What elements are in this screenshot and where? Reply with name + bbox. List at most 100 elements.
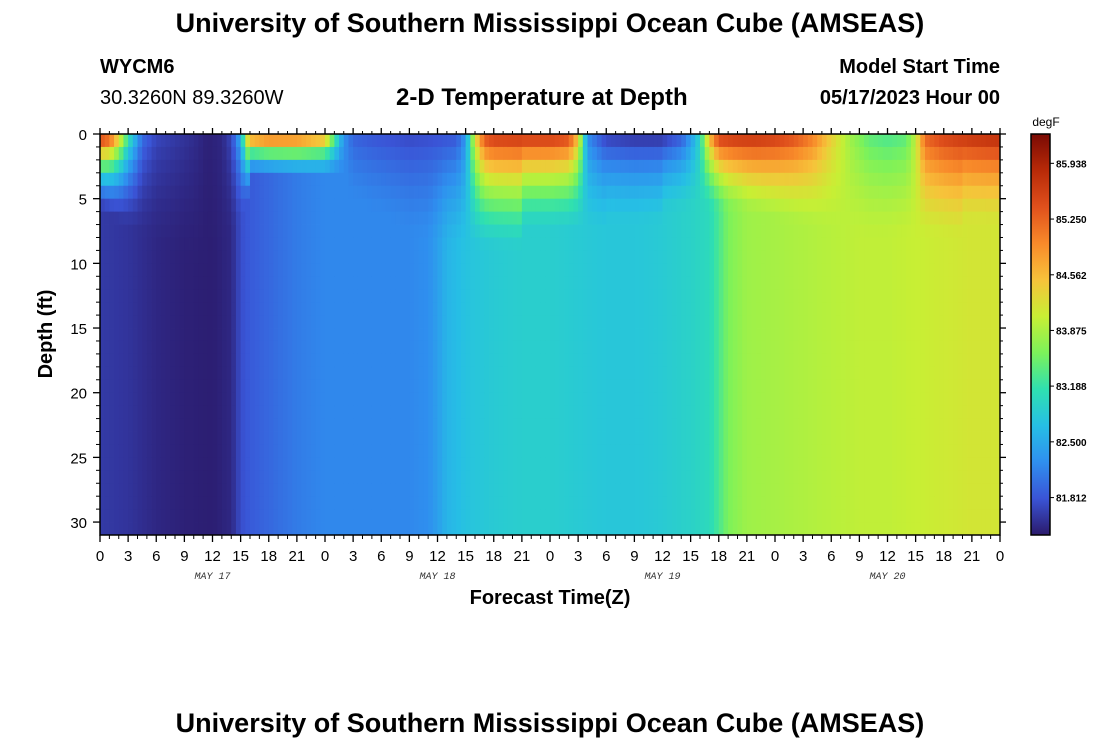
heatmap-cell <box>198 134 204 148</box>
heatmap-cell <box>235 457 242 471</box>
heatmap-cell <box>498 172 504 187</box>
heatmap-cell <box>826 340 832 355</box>
heatmap-cell <box>465 289 471 303</box>
heatmap-cell <box>217 379 223 394</box>
heatmap-cell <box>526 328 532 342</box>
heatmap-cell <box>259 470 265 484</box>
heatmap-cell <box>760 522 767 535</box>
heatmap-cell <box>760 405 767 419</box>
heatmap-cell <box>704 418 710 432</box>
heatmap-cell <box>653 250 659 264</box>
heatmap-cell <box>554 159 560 174</box>
heatmap-cell <box>714 211 720 225</box>
heatmap-cell <box>535 185 542 200</box>
heatmap-cell <box>620 263 626 277</box>
heatmap-cell <box>254 405 260 419</box>
heatmap-cell <box>268 353 274 368</box>
heatmap-cell <box>798 211 804 225</box>
heatmap-cell <box>840 198 846 213</box>
heatmap-cell <box>184 392 190 407</box>
heatmap-cell <box>212 289 218 303</box>
heatmap-cell <box>278 509 284 523</box>
heatmap-cell <box>329 353 335 368</box>
heatmap-cell <box>653 146 659 161</box>
heatmap-cell <box>573 366 579 381</box>
heatmap-cell <box>231 483 237 497</box>
heatmap-cell <box>306 496 312 510</box>
heatmap-cell <box>385 172 392 187</box>
heatmap-cell <box>123 509 129 523</box>
heatmap-cell <box>798 237 804 251</box>
heatmap-cell <box>470 509 476 523</box>
heatmap-cell <box>667 198 673 213</box>
heatmap-cell <box>423 379 429 394</box>
heatmap-cell <box>428 276 434 290</box>
heatmap-cell <box>728 276 734 290</box>
heatmap-cell <box>671 302 677 316</box>
heatmap-cell <box>273 431 279 445</box>
heatmap-cell <box>821 418 827 432</box>
heatmap-cell <box>746 509 752 523</box>
heatmap-cell <box>700 379 706 394</box>
heatmap-cell <box>100 185 106 200</box>
heatmap-cell <box>643 418 649 432</box>
heatmap-cell <box>817 431 823 445</box>
heatmap-cell <box>484 366 490 381</box>
heatmap-cell <box>437 224 443 238</box>
heatmap-cell <box>212 509 218 523</box>
heatmap-cell <box>545 418 551 432</box>
heatmap-cell <box>146 289 152 303</box>
heatmap-cell <box>676 237 682 251</box>
heatmap-cell <box>278 353 284 368</box>
heatmap-cell <box>826 392 832 407</box>
heatmap-cell <box>704 431 710 445</box>
heatmap-cell <box>582 418 588 432</box>
heatmap-cell <box>840 289 846 303</box>
heatmap-cell <box>142 315 148 329</box>
heatmap-cell <box>700 289 706 303</box>
heatmap-cell <box>573 172 579 187</box>
heatmap-cell <box>428 340 434 355</box>
heatmap-cell <box>826 134 832 148</box>
heatmap-cell <box>742 211 748 225</box>
heatmap-cell <box>460 483 467 497</box>
heatmap-cell <box>568 340 574 355</box>
heatmap-cell <box>137 353 143 368</box>
heatmap-cell <box>629 509 635 523</box>
heatmap-cell <box>470 276 476 290</box>
heatmap-cell <box>259 276 265 290</box>
heatmap-cell <box>325 172 331 187</box>
heatmap-cell <box>353 379 359 394</box>
heatmap-cell <box>282 328 288 342</box>
heatmap-cell <box>418 496 424 510</box>
heatmap-cell <box>507 444 513 458</box>
heatmap-cell <box>325 224 331 238</box>
heatmap-cell <box>479 250 485 264</box>
heatmap-cell <box>235 289 242 303</box>
heatmap-cell <box>203 315 209 329</box>
heatmap-cell <box>245 431 251 445</box>
heatmap-cell <box>114 237 120 251</box>
heatmap-cell <box>690 276 696 290</box>
heatmap-cell <box>826 302 832 316</box>
heatmap-cell <box>132 224 138 238</box>
heatmap-cell <box>531 522 537 535</box>
heatmap-cell <box>714 198 720 213</box>
heatmap-cell <box>381 366 387 381</box>
heatmap-cell <box>428 159 434 174</box>
heatmap-cell <box>610 379 617 394</box>
heatmap-cell <box>268 146 274 161</box>
heatmap-cell <box>489 418 495 432</box>
heatmap-cell <box>531 392 537 407</box>
heatmap-cell <box>606 418 612 432</box>
heatmap-cell <box>554 353 560 368</box>
heatmap-cell <box>409 224 415 238</box>
heatmap-cell <box>550 379 556 394</box>
heatmap-cell <box>662 146 668 161</box>
heatmap-cell <box>273 392 279 407</box>
heatmap-cell <box>432 134 438 148</box>
heatmap-cell <box>310 302 317 316</box>
heatmap-cell <box>704 509 710 523</box>
heatmap-cell <box>104 340 110 355</box>
heatmap-cell <box>325 444 331 458</box>
